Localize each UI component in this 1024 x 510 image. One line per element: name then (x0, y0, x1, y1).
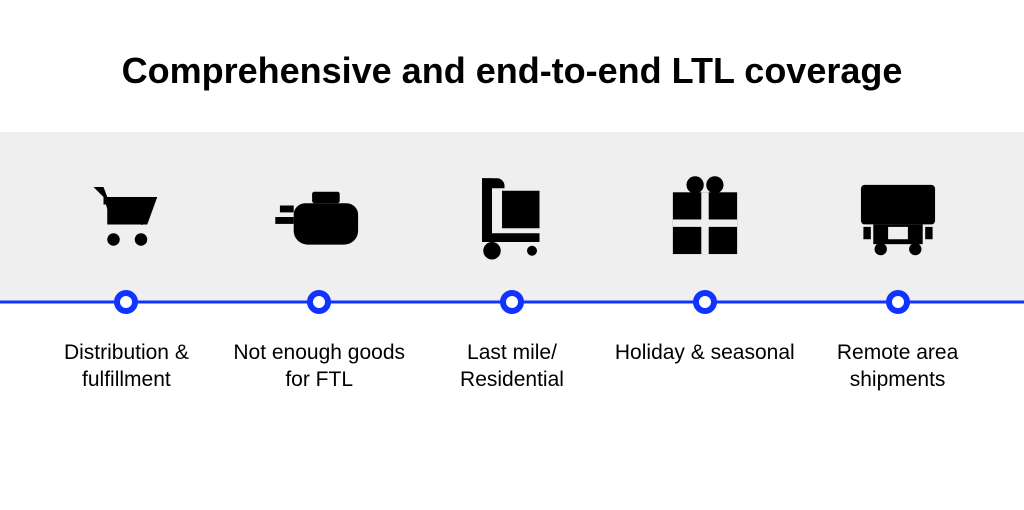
item-label: Holiday & seasonal (615, 339, 795, 394)
icon-band (0, 132, 1024, 302)
timeline-dot (307, 290, 331, 314)
timeline-dots (0, 290, 1024, 314)
labels-row: Distribution & fulfillment Not enough go… (0, 314, 1024, 394)
handtruck-icon (422, 173, 602, 261)
cart-icon (36, 177, 216, 257)
page-title: Comprehensive and end-to-end LTL coverag… (0, 0, 1024, 132)
truck-icon (808, 177, 988, 257)
timeline (0, 290, 1024, 314)
gift-icon (615, 175, 795, 259)
timeline-dot (693, 290, 717, 314)
timeline-dot (500, 290, 524, 314)
item-label: Remote area shipments (808, 339, 988, 394)
timeline-dot (114, 290, 138, 314)
bag-speed-icon (229, 177, 409, 257)
timeline-dot (886, 290, 910, 314)
item-label: Last mile/ Residential (422, 339, 602, 394)
item-label: Not enough goods for FTL (229, 339, 409, 394)
item-label: Distribution & fulfillment (36, 339, 216, 394)
